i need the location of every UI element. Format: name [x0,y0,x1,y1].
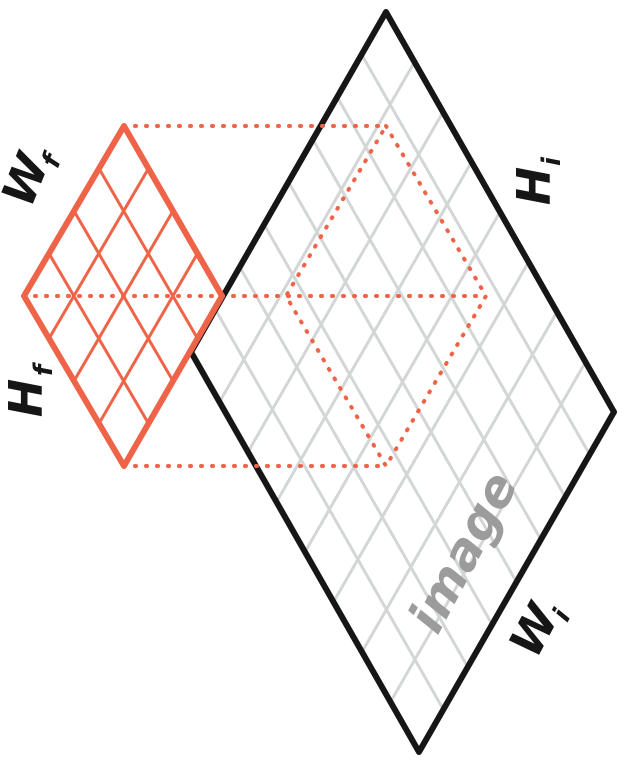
filter-height-subscript: f [29,361,59,376]
image-grid-line-b [360,311,559,653]
filter-width-label: W f [0,144,70,213]
filter-grid-line-b [72,210,175,382]
image-grid-line-a [360,53,591,456]
filter-width-letter: W [0,144,61,213]
filter-height-label: H f [0,361,59,417]
filter-height-letter: H [0,379,53,418]
image-grid-line-b [303,211,502,553]
image-height-letter: H [507,167,561,206]
filter-grid [47,167,199,425]
filter-grid-line-a [97,167,199,340]
image-height-subscript: i [537,156,567,166]
image-height-label: H i [507,156,567,205]
image-grid [214,53,591,711]
filter-projection [22,122,489,470]
image-grid-line-b [389,361,587,703]
filter-outline [21,123,225,469]
image-grid-line-a [311,138,543,541]
image-width-letter: W [498,593,571,665]
image-grid-line-b [332,261,530,603]
image-outline [188,9,617,755]
image-grid-line-a [335,96,567,498]
projection-rhombus [283,122,489,470]
image-label: image [397,462,529,642]
filter-grid-line-b [97,252,199,425]
image-width-label: W i [498,593,578,665]
